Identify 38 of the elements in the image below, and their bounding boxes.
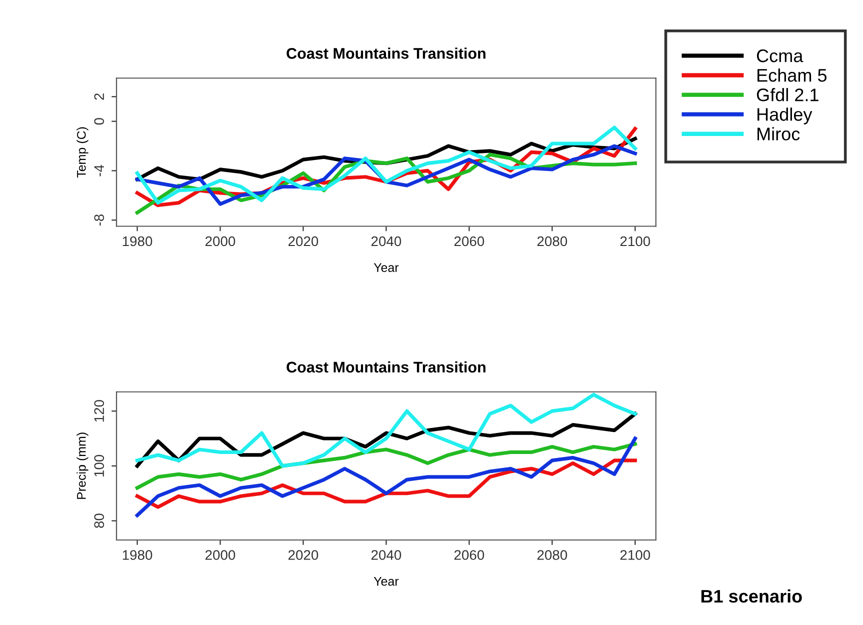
x-tick-label: 2080 — [537, 550, 568, 560]
x-tick-label: 1980 — [122, 236, 152, 246]
x-tick-label: 2060 — [454, 236, 484, 246]
y-axis-title: Temp (C) — [76, 127, 88, 178]
x-tick-label: 2100 — [620, 236, 650, 246]
x-tick-label: 2000 — [205, 236, 236, 246]
legend-label: Miroc — [758, 127, 800, 140]
x-tick-label: 2020 — [288, 550, 318, 560]
y-tick-label: 120 — [94, 400, 104, 422]
x-tick-label: 2040 — [371, 550, 402, 560]
x-tick-label: 2080 — [537, 236, 568, 246]
line-series — [135, 436, 637, 518]
line-series — [135, 412, 637, 468]
x-tick-label: 2100 — [620, 550, 650, 560]
y-tick-label: -8 — [94, 214, 104, 226]
x-axis-title: Year — [374, 263, 399, 272]
legend-label: Gfdl 2.1 — [756, 88, 818, 102]
legend-label: Echam 5 — [758, 68, 827, 82]
y-tick-label: 0 — [94, 118, 104, 125]
y-tick-label: 2 — [94, 93, 104, 100]
line-series — [135, 442, 637, 490]
y-tick-label: -4 — [94, 164, 104, 176]
x-tick-label: 2060 — [454, 550, 484, 560]
chart-title: Coast Mountains Transition — [286, 48, 486, 59]
line-series — [135, 458, 637, 509]
x-tick-label: 2040 — [371, 236, 402, 246]
y-tick-label: 100 — [94, 454, 104, 476]
x-axis-title: Year — [374, 577, 399, 586]
x-tick-label: 2000 — [205, 550, 236, 560]
y-axis-title: Precip (mm) — [76, 432, 88, 499]
chart-title: Coast Mountains Transition — [286, 361, 486, 373]
legend-label: Hadley — [758, 108, 812, 124]
x-tick-label: 2020 — [288, 236, 318, 246]
line-series — [135, 392, 637, 468]
legend-label: Ccma — [756, 49, 804, 62]
x-tick-label: 1980 — [122, 550, 152, 560]
text: B1 scenario — [701, 589, 802, 603]
y-tick-label: 80 — [94, 514, 104, 528]
